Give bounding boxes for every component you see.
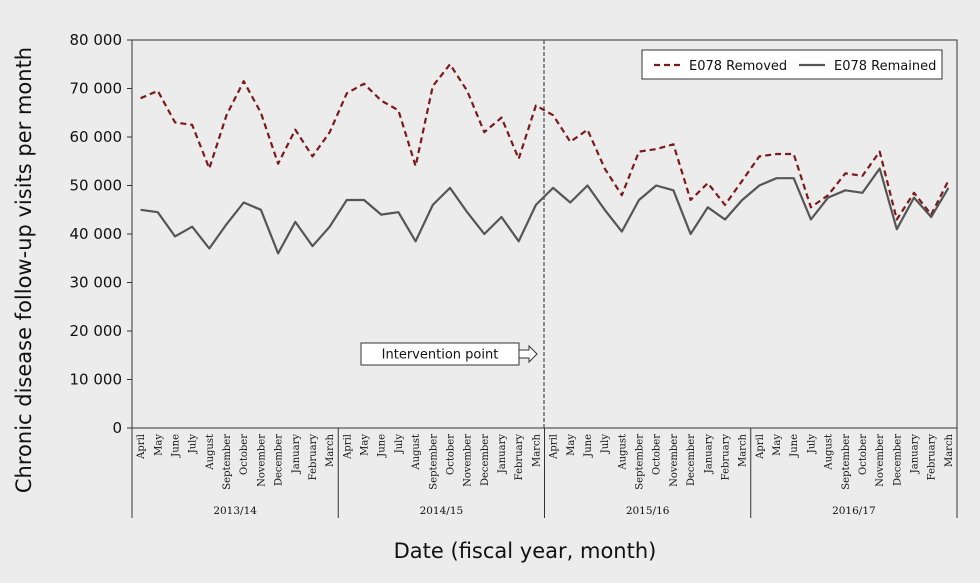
month-tick-label: April (136, 434, 147, 460)
legend: E078 Removed E078 Remained (641, 49, 943, 80)
month-tick-label: February (721, 434, 732, 481)
legend-box (641, 49, 943, 80)
month-tick-label: April (342, 434, 353, 460)
month-tick-label: January (291, 434, 302, 475)
month-tick-label: November (256, 434, 267, 487)
month-tick-label: September (841, 434, 852, 490)
intervention-label: Intervention point (382, 348, 499, 363)
y-tick-label: 80 000 (70, 31, 123, 49)
series-line-e078-remained (140, 167, 950, 255)
month-tick-label: July (188, 434, 199, 455)
month-tick-label: March (738, 433, 749, 467)
month-tick-label: May (772, 434, 783, 456)
fiscal-year-label: 2014/15 (420, 505, 464, 517)
y-tick-label: 40 000 (70, 225, 123, 243)
fiscal-year-label: 2015/16 (626, 505, 670, 517)
series-line-e078-removed (140, 63, 950, 221)
month-tick-label: October (858, 434, 869, 475)
y-tick-label: 70 000 (70, 80, 123, 98)
y-axis: 0 10 000 20 000 30 000 40 000 50 000 60 000 70 … (70, 31, 958, 437)
month-tick-label: December (892, 434, 903, 486)
month-tick-label: July (806, 434, 817, 455)
month-tick-label: February (514, 434, 525, 481)
month-tick-label: December (480, 434, 491, 486)
month-tick-label: June (789, 434, 800, 458)
month-tick-label: October (239, 434, 250, 475)
month-tick-label: September (428, 434, 439, 490)
month-tick-label: April (549, 434, 560, 460)
month-tick-label: September (222, 434, 233, 490)
month-tick-label: March (531, 433, 542, 467)
month-tick-label: August (617, 434, 628, 471)
month-tick-label: October (652, 434, 663, 475)
month-tick-label: June (583, 434, 594, 458)
month-tick-label: February (308, 434, 319, 481)
month-tick-label: January (703, 434, 714, 475)
month-tick-label: December (274, 434, 285, 486)
month-tick-label: September (635, 434, 646, 490)
month-tick-label: June (377, 434, 388, 458)
month-tick-label: July (394, 434, 405, 455)
fiscal-year-label: 2013/14 (213, 505, 257, 517)
fiscal-year-label: 2016/17 (832, 505, 876, 517)
month-tick-label: May (566, 434, 577, 456)
month-tick-label: February (927, 434, 938, 481)
month-tick-label: August (411, 434, 422, 471)
y-tick-label: 30 000 (70, 274, 123, 292)
y-tick-label: 60 000 (70, 128, 123, 146)
legend-label-removed: E078 Removed (689, 59, 787, 74)
legend-label-remained: E078 Remained (834, 59, 936, 74)
month-tick-label: July (600, 434, 611, 455)
y-tick-label: 50 000 (70, 177, 123, 195)
month-tick-label: May (360, 434, 371, 456)
x-axis: 2013/14 2014/15 2015/16 2016/17 April May June… (131, 428, 958, 518)
intervention-annotation: Intervention point (360, 342, 538, 366)
series-lines (140, 40, 950, 428)
x-axis-title: Date (fiscal year, month) (394, 539, 657, 563)
month-tick-label: December (686, 434, 697, 486)
month-tick-label: April (755, 434, 766, 460)
month-tick-label: March (325, 433, 336, 467)
month-tick-label: June (171, 434, 182, 458)
y-tick-label: 20 000 (70, 322, 123, 340)
y-tick-label: 0 (112, 419, 122, 437)
month-tick-label: May (153, 434, 164, 456)
month-tick-label: January (497, 434, 508, 475)
month-tick-label: November (463, 434, 474, 487)
y-tick-label: 10 000 (70, 371, 123, 389)
month-tick-label: November (875, 434, 886, 487)
month-tick-label: January (910, 434, 921, 475)
month-tick-label: March (944, 433, 955, 467)
month-tick-label: August (205, 434, 216, 471)
arrow-right-icon (518, 344, 538, 364)
y-axis-title: Chronic disease follow-up visits per mon… (12, 47, 36, 493)
month-tick-label: November (669, 434, 680, 487)
month-tick-label: October (446, 434, 457, 475)
month-tick-label: August (824, 434, 835, 471)
